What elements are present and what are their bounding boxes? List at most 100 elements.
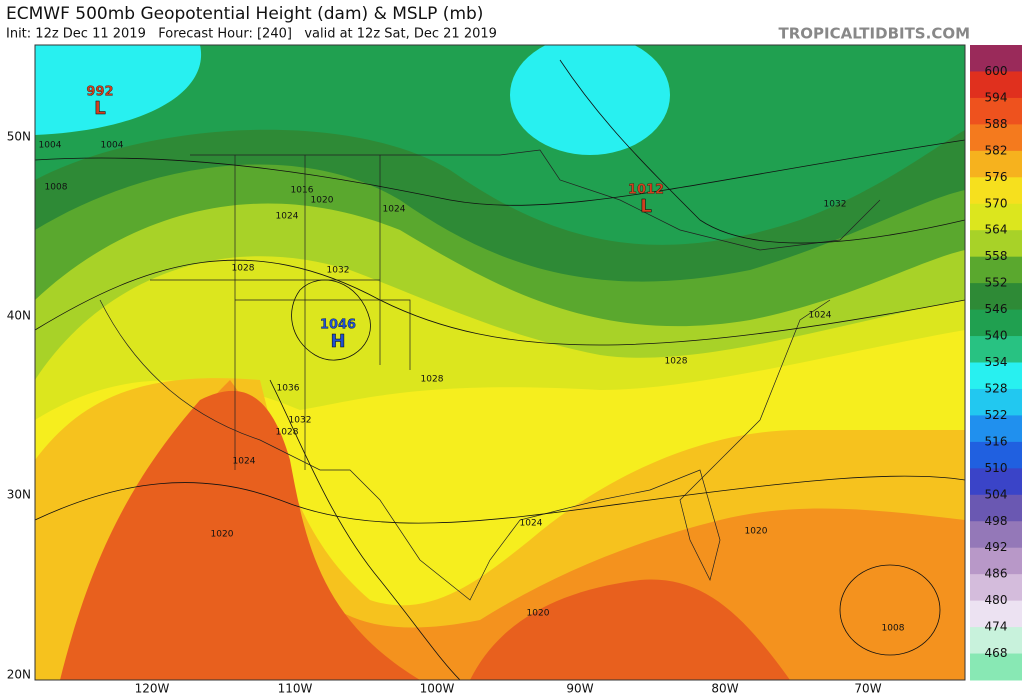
subtitle: Init: 12z Dec 11 2019 Forecast Hour: [24… [6,27,497,42]
contour-label: 1036 [277,384,300,394]
colorbar-label: 492 [985,540,1008,554]
contour-label: 1008 [45,183,68,193]
colorbar-swatch [970,124,1022,152]
border [99,299,831,601]
lat-label: 50N [7,130,31,144]
colorbar-label: 510 [985,461,1008,475]
border [190,149,881,251]
colorbar-label: 504 [985,487,1008,501]
colorbar-swatch [970,441,1022,469]
colorbar-swatch [970,150,1022,178]
contour-label: 1024 [276,212,299,222]
map-frame [34,44,966,681]
colorbar-swatch [970,388,1022,416]
lon-label: 90W [566,682,593,696]
colorbar-label: 522 [985,408,1008,422]
site-credit: TROPICALTIDBITS.COM [779,25,971,43]
colorbar-label: 468 [985,646,1008,660]
contour-label: 1024 [233,457,256,467]
colorbar-swatch [970,494,1022,522]
colorbar: 600 594 588 582 576 570 564 558 552 546 540 534 528 5… [970,45,1022,681]
colorbar-swatch [970,177,1022,205]
colorbar-swatch [970,45,1022,72]
colorbar-swatch [970,415,1022,443]
contour-label: 1024 [809,311,832,321]
colorbar-swatch [970,362,1022,390]
colorbar-swatch [970,600,1022,628]
colorbar-label: 534 [985,355,1008,369]
contour [291,279,371,361]
contour-label: 1028 [665,357,688,367]
contour-label: 1008 [882,624,905,634]
colorbar-label: 516 [985,434,1008,448]
contour-label: 1004 [101,141,124,151]
colorbar-label: 564 [985,223,1008,237]
contour-label: 1004 [39,141,62,151]
colorbar-label: 570 [985,196,1008,210]
band [35,45,202,135]
pressure-symbol: H [330,331,345,352]
colorbar-label: 474 [985,620,1008,634]
colorbar-swatch [970,574,1022,602]
colorbar-label: 528 [985,381,1008,395]
contour-label: 1028 [421,375,444,385]
map-area [35,45,965,680]
pressure-symbol: L [94,98,105,119]
colorbar-label: 486 [985,567,1008,581]
lon-label: 70W [854,682,881,696]
colorbar-label: 552 [985,276,1008,290]
colorbar-label: 582 [985,143,1008,157]
colorbar-label: 558 [985,249,1008,263]
colorbar-swatch [970,71,1022,99]
contour-label: 1020 [745,527,768,537]
colorbar-swatch [970,256,1022,284]
lon-label: 110W [278,682,313,696]
contour-label: 1024 [520,519,543,529]
colorbar-swatch [970,547,1022,575]
contour [35,475,965,524]
pressure-value: 1046 [320,318,356,333]
colorbar-swatch [970,283,1022,311]
colorbar-label: 540 [985,329,1008,343]
contour-label: 1020 [527,609,550,619]
colorbar-swatch [970,309,1022,337]
lon-label: 80W [711,682,738,696]
pressure-value: 992 [86,85,113,100]
contour-label: 1016 [291,186,314,196]
colorbar-label: 498 [985,514,1008,528]
lon-label: 120W [135,682,170,696]
colorbar-label: 480 [985,593,1008,607]
colorbar-swatch [970,521,1022,549]
colorbar-label: 576 [985,170,1008,184]
contour [35,139,965,206]
contour-label: 1020 [211,530,234,540]
colorbar-swatch [970,468,1022,496]
contour [839,564,941,656]
colorbar-label: 600 [985,64,1008,78]
border [150,155,411,470]
lat-label: 30N [7,488,31,502]
colorbar-swatch [970,203,1022,231]
colorbar-swatch [970,97,1022,125]
band [60,390,420,680]
lat-label: 40N [7,309,31,323]
pressure-value: 1012 [628,183,664,198]
colorbar-label: 594 [985,90,1008,104]
contour [35,259,965,346]
colorbar-label: 588 [985,117,1008,131]
colorbar-swatch [970,627,1022,655]
colorbar-swatch [970,653,1022,681]
contour-label: 1028 [232,264,255,274]
contour-label: 1020 [311,196,334,206]
contour-label: 1032 [824,200,847,210]
lon-label: 100W [420,682,455,696]
colorbar-label: 546 [985,302,1008,316]
band [470,579,790,680]
contour-label: 1032 [327,266,350,276]
lat-label: 20N [7,668,31,682]
contour-label: 1032 [289,416,312,426]
contour-label: 1024 [383,205,406,215]
title: ECMWF 500mb Geopotential Height (dam) & … [6,4,483,24]
colorbar-swatch [970,336,1022,363]
